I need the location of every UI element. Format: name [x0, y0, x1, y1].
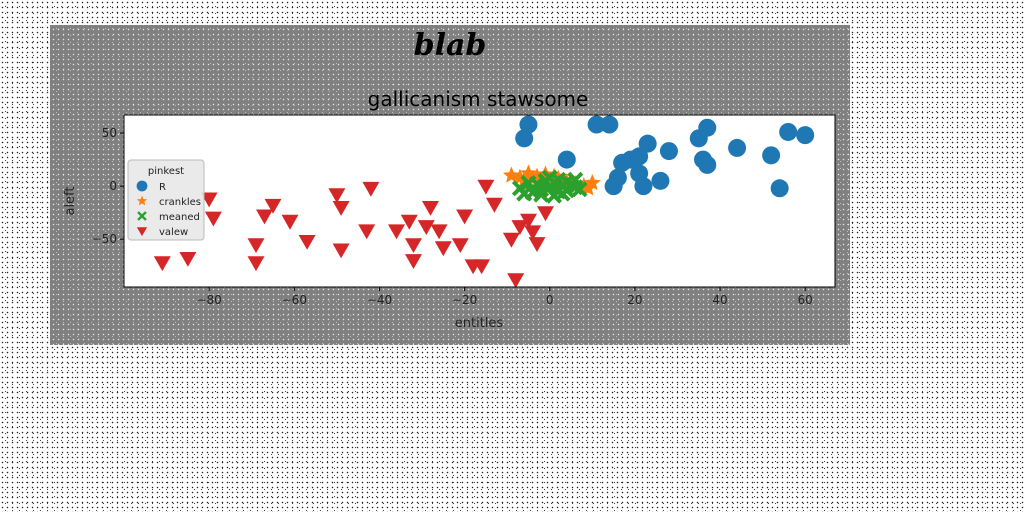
chart-suptitle: blab [414, 28, 487, 63]
data-point-R [796, 126, 815, 145]
data-point-valew [434, 241, 452, 257]
data-point-R [519, 115, 538, 134]
data-point-meaned [516, 185, 533, 202]
data-point-R [638, 134, 657, 153]
data-point-valew [511, 220, 529, 235]
data-point-R [557, 150, 576, 169]
data-point-meaned [533, 186, 550, 203]
data-point-valew [358, 224, 376, 240]
data-point-valew [520, 213, 537, 229]
legend-label: crankles [159, 197, 201, 208]
data-point-R [728, 138, 747, 157]
data-point-valew [204, 211, 222, 227]
figure: blab gallicanism stawsome 50 0 −50 −80 −60−… [50, 25, 850, 345]
data-point-valew [247, 238, 265, 253]
y-axis-label: aleft [63, 186, 78, 215]
data-point-valew [247, 256, 265, 272]
x-tick-label: −20 [452, 293, 477, 307]
data-point-crankles [583, 174, 601, 191]
data-point-R [587, 115, 606, 134]
y-axis: 50 0 −50 [92, 126, 124, 246]
data-point-R [604, 177, 623, 196]
plot-frame [123, 114, 836, 288]
data-point-valew [332, 243, 350, 259]
data-point-R [651, 171, 670, 190]
data-point-R [600, 115, 619, 134]
data-points [153, 115, 815, 289]
data-point-valew [256, 209, 273, 225]
legend-box [127, 159, 205, 241]
data-point-valew [456, 209, 474, 225]
data-point-valew [485, 197, 503, 213]
data-point-valew [405, 254, 422, 269]
x-tick-label: 40 [712, 293, 727, 307]
y-tick-label: 50 [102, 126, 117, 140]
legend-label: valew [159, 227, 188, 238]
x-axis: −80 −60 −40 −20 0 20 40 60 [196, 287, 813, 307]
legend-marker [136, 227, 148, 237]
data-point-R [634, 177, 653, 196]
x-tick-label: 60 [798, 293, 813, 307]
data-point-R [659, 142, 678, 161]
data-point-valew [332, 201, 350, 216]
data-point-R [762, 146, 781, 165]
data-point-valew [473, 259, 491, 275]
data-point-valew [405, 238, 422, 253]
data-point-meaned [571, 181, 588, 198]
data-point-valew [507, 273, 525, 289]
x-tick-label: −80 [196, 293, 221, 307]
data-point-R [698, 155, 717, 174]
y-tick-label: −50 [92, 232, 117, 246]
data-point-R [770, 179, 789, 198]
scatter-chart: blab gallicanism stawsome 500−50 −80 −60−… [63, 28, 836, 331]
chart-title: gallicanism stawsome [368, 87, 589, 111]
data-point-valew [400, 214, 418, 230]
data-point-valew [422, 201, 439, 216]
data-point-valew [537, 206, 554, 222]
legend-title: pinkest [148, 166, 184, 177]
x-tick-label: −60 [282, 293, 307, 307]
legend-marker [136, 195, 148, 206]
data-point-valew [417, 220, 435, 235]
legend-label: R [159, 182, 166, 193]
data-point-R [515, 129, 534, 148]
legend-label: meaned [159, 212, 200, 223]
plot-area [124, 115, 835, 287]
data-point-R [630, 147, 649, 166]
data-point-valew [388, 224, 405, 240]
data-point-valew [451, 238, 469, 253]
data-point-R [779, 122, 798, 141]
data-point-valew [502, 232, 520, 248]
x-tick-label: −40 [367, 293, 392, 307]
legend-marker [136, 180, 148, 192]
data-point-R [698, 118, 717, 137]
data-point-meaned [567, 171, 584, 188]
data-point-valew [528, 237, 546, 252]
x-axis-label: entitles [455, 316, 504, 331]
data-point-crankles [502, 166, 520, 183]
data-point-valew [362, 181, 380, 197]
x-tick-label: 0 [546, 293, 554, 307]
data-point-valew [264, 198, 282, 214]
data-point-valew [179, 252, 197, 267]
data-point-valew [430, 224, 448, 240]
data-point-meaned [554, 185, 571, 202]
data-point-valew [328, 188, 346, 204]
data-point-valew [200, 192, 218, 208]
x-tick-label: 20 [627, 293, 642, 307]
data-point-valew [153, 256, 171, 272]
data-point-valew [281, 214, 299, 230]
legend-marker [137, 211, 147, 221]
data-point-valew [298, 235, 316, 250]
data-point-valew [477, 179, 495, 195]
data-point-valew [524, 225, 542, 241]
y-tick-label: 0 [109, 179, 117, 193]
